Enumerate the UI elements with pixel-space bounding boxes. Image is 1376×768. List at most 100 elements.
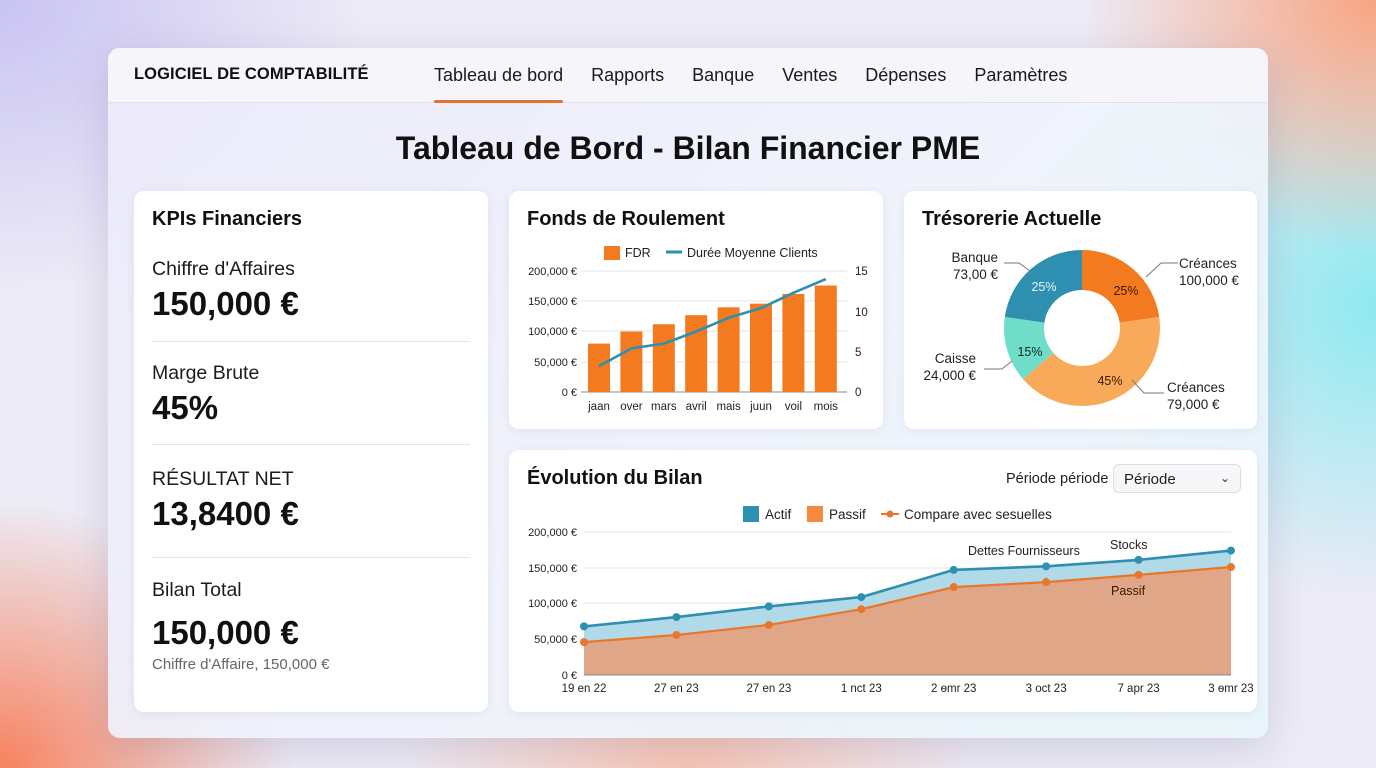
svg-text:150,000 €: 150,000 € [528, 563, 577, 575]
fdr-bar [750, 303, 772, 392]
svg-text:jaan: jaan [587, 401, 610, 413]
divider [152, 444, 470, 445]
svg-text:200,000 €: 200,000 € [528, 527, 577, 539]
svg-text:100,000 €: 100,000 € [1179, 273, 1240, 288]
kpi-note: Chiffre d'Affaire, 150,000 € [152, 656, 330, 673]
svg-text:Créances: Créances [1167, 380, 1225, 395]
svg-text:45%: 45% [1097, 374, 1122, 388]
passif-point [764, 620, 773, 629]
fdr-bar [620, 331, 643, 392]
svg-text:0 €: 0 € [562, 670, 577, 682]
svg-text:7 apr 23: 7 apr 23 [1117, 683, 1159, 695]
nav-tab-ventes[interactable]: Ventes [782, 65, 838, 85]
kpi-marge-brute: Marge Brute 45% [152, 362, 470, 427]
passif-area [584, 567, 1231, 675]
svg-text:15%: 15% [1017, 345, 1042, 359]
svg-text:Caisse: Caisse [935, 351, 976, 366]
nav-tab-banque[interactable]: Banque [692, 65, 755, 85]
kpi-bilan-total: Bilan Total 150,000 € Chiffre d'Affaire,… [152, 579, 470, 673]
svg-text:79,000 €: 79,000 € [1167, 397, 1220, 412]
svg-text:27 en 23: 27 en 23 [746, 683, 791, 695]
donut-percent-labels: 25% 45% 15% 25% [1017, 280, 1138, 388]
kpi-resultat-net: RÉSULTAT NET 13,8400 € [152, 468, 470, 533]
kpi-card: KPIs Financiers Chiffre d'Affaires 150,0… [134, 191, 488, 712]
donut-callouts: Créances 100,000 € Créances 79,000 € Cai… [923, 250, 1239, 412]
fonds-de-roulement-card: Fonds de Roulement FDR Durée Moyenne Cli… [509, 191, 883, 429]
svg-text:Créances: Créances [1179, 256, 1237, 271]
nav-tab-depenses[interactable]: Dépenses [865, 65, 947, 85]
svg-text:Actif: Actif [765, 507, 792, 522]
kpi-label: Chiffre d'Affaires [152, 258, 295, 280]
svg-text:2 ѳmr 23: 2 ѳmr 23 [931, 683, 976, 695]
fdr-y-right-axis: 15 10 5 0 [855, 266, 868, 399]
svg-text:24,000 €: 24,000 € [923, 368, 976, 383]
svg-text:5: 5 [855, 347, 861, 359]
top-nav-bar: LOGICIEL DE COMPTABILITÉ Tableau de bord… [108, 48, 1268, 103]
passif-point [857, 605, 866, 614]
fdr-legend: FDR Durée Moyenne Clients [604, 246, 818, 260]
svg-text:19 en 22: 19 en 22 [562, 683, 607, 695]
actif-point [1042, 562, 1051, 571]
divider [152, 341, 470, 342]
svg-text:25%: 25% [1031, 280, 1056, 294]
actif-point [949, 565, 958, 574]
svg-text:mars: mars [651, 401, 677, 413]
donut-slice [1023, 316, 1160, 406]
kpi-label: Bilan Total [152, 579, 242, 601]
passif-point [1134, 570, 1143, 579]
svg-text:73,00 €: 73,00 € [953, 267, 999, 282]
period-select[interactable]: Période ⌄ [1113, 464, 1241, 493]
bilan-legend: Actif Passif Compare avec sesuelles [743, 506, 1052, 522]
passif-point [580, 638, 588, 647]
duree-moyenne-clients-line [598, 277, 827, 368]
svg-text:150,000 €: 150,000 € [528, 296, 577, 308]
fdr-card-title: Fonds de Roulement [527, 208, 725, 230]
actif-point [857, 593, 866, 602]
passif-point [1042, 578, 1051, 587]
kpi-card-title: KPIs Financiers [152, 208, 303, 230]
actif-point [580, 622, 588, 631]
donut-slice [1004, 250, 1082, 323]
svg-text:10: 10 [855, 307, 868, 319]
svg-text:Compare avec sesuelles: Compare avec sesuelles [904, 507, 1052, 522]
app-title: LOGICIEL DE COMPTABILITÉ [134, 65, 369, 83]
chevron-down-icon: ⌄ [1219, 471, 1230, 485]
actif-point [1134, 555, 1143, 564]
fdr-bar [782, 293, 805, 392]
bilan-annotations: Dettes Fournisseurs Stocks Passif [968, 538, 1148, 598]
fdr-bar [717, 307, 740, 392]
actif-point [1227, 546, 1235, 555]
app-window: LOGICIEL DE COMPTABILITÉ Tableau de bord… [108, 48, 1268, 738]
svg-text:25%: 25% [1113, 284, 1138, 298]
page-title: Tableau de Bord - Bilan Financier PME [395, 130, 981, 166]
donut-leader-lines [984, 262, 1178, 394]
svg-text:voil: voil [785, 401, 802, 413]
svg-text:Dettes Fournisseurs: Dettes Fournisseurs [968, 544, 1080, 558]
svg-text:avril: avril [686, 401, 707, 413]
svg-text:over: over [620, 401, 643, 413]
kpi-value: 150,000 € [152, 614, 299, 651]
kpi-label: Marge Brute [152, 362, 260, 384]
svg-text:15: 15 [855, 266, 868, 278]
fdr-bar [814, 285, 837, 392]
svg-text:50,000 €: 50,000 € [534, 357, 577, 369]
svg-text:Durée Moyenne Clients: Durée Moyenne Clients [687, 246, 818, 260]
kpi-value: 45% [152, 389, 219, 426]
passif-point [949, 583, 958, 592]
donut-slice [1082, 250, 1160, 323]
nav-tab-tableau-de-bord[interactable]: Tableau de bord [434, 48, 564, 103]
kpi-label: RÉSULTAT NET [152, 468, 294, 490]
svg-text:mois: mois [814, 401, 839, 413]
fdr-bar [685, 315, 708, 392]
svg-text:Passif: Passif [1111, 584, 1146, 598]
actif-point [672, 613, 681, 622]
bilan-y-axis: 200,000 € 150,000 € 100,000 € 50,000 € 0… [528, 527, 577, 682]
bilan-data-points [580, 546, 1235, 647]
nav-tab-parametres[interactable]: Paramètres [974, 65, 1068, 85]
svg-text:27 en 23: 27 en 23 [654, 683, 699, 695]
donut-slice [1004, 316, 1054, 380]
nav-tab-rapports[interactable]: Rapports [591, 65, 665, 85]
svg-text:200,000 €: 200,000 € [528, 266, 577, 278]
tresorerie-donut-chart: 25% 45% 15% 25% Créances 100,000 € Créan… [923, 250, 1240, 412]
svg-text:Banque: Banque [951, 250, 998, 265]
